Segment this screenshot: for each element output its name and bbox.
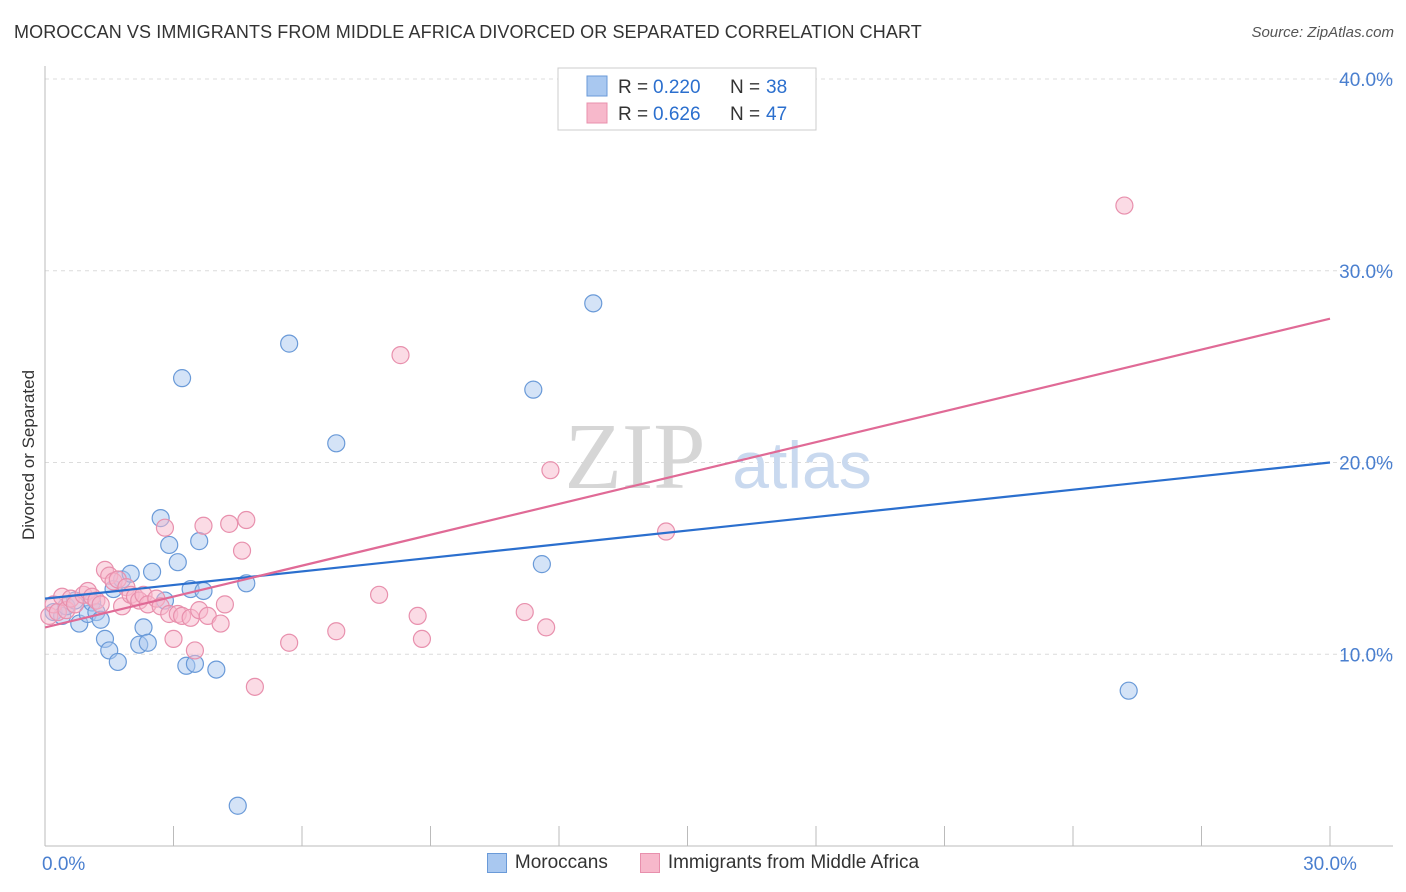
legend-bottom-swatch-moroccans — [486, 853, 507, 873]
legend-r-label-2: R = — [618, 104, 648, 125]
point-middle-africa — [537, 618, 556, 637]
point-middle-africa — [280, 633, 299, 652]
legend-label-moroccans: Moroccans — [514, 852, 608, 873]
point-middle-africa — [185, 641, 205, 660]
point-moroccans — [138, 633, 157, 652]
point-moroccans — [228, 796, 247, 815]
point-middle-africa — [164, 629, 183, 649]
legend-top: R = 0.220 N = 38 R = 0.626 N = 47 — [557, 67, 817, 131]
point-middle-africa — [408, 606, 427, 626]
legend-item-middle-africa: Immigrants from Middle Africa — [639, 852, 920, 874]
point-moroccans — [327, 434, 346, 453]
legend-swatch-middle-africa — [586, 102, 608, 124]
point-middle-africa — [541, 461, 560, 480]
trend-lines — [44, 317, 1331, 629]
point-middle-africa — [412, 629, 432, 649]
point-middle-africa — [91, 595, 110, 614]
trend-line-middle-africa — [44, 317, 1331, 629]
point-moroccans — [524, 380, 543, 399]
point-middle-africa — [232, 541, 252, 560]
point-moroccans — [142, 562, 162, 581]
point-middle-africa — [391, 346, 410, 365]
point-middle-africa — [237, 510, 256, 530]
point-middle-africa — [327, 622, 346, 641]
point-moroccans — [190, 532, 209, 551]
y-tick-label: 20.0% — [1339, 454, 1393, 475]
y-tick-label: 10.0% — [1339, 645, 1393, 666]
axes — [44, 66, 1393, 847]
point-moroccans — [532, 555, 551, 574]
watermark-atlas: atlas — [732, 428, 871, 502]
source-label: Source: ZipAtlas.com — [1251, 24, 1394, 41]
point-moroccans — [1119, 681, 1138, 700]
legend-r-value-1: 0.220 — [653, 77, 701, 98]
y-tick-label: 30.0% — [1339, 262, 1393, 283]
legend-n-label-2: N = — [730, 104, 760, 125]
legend-bottom-swatch-middle-africa — [639, 853, 660, 873]
point-moroccans — [172, 369, 192, 388]
point-moroccans — [160, 535, 179, 555]
point-middle-africa — [211, 614, 230, 633]
tick-labels: 10.0% 20.0% 30.0% 40.0% 0.0% 30.0% — [42, 70, 1393, 875]
legend-n-value-1: 38 — [766, 77, 787, 98]
point-middle-africa — [1115, 196, 1134, 215]
x-tick-label: 0.0% — [42, 854, 85, 875]
point-moroccans — [280, 334, 299, 353]
point-middle-africa — [194, 516, 213, 535]
chart-title: MOROCCAN VS IMMIGRANTS FROM MIDDLE AFRIC… — [14, 22, 922, 42]
watermark-zip: ZIP — [565, 405, 706, 509]
point-middle-africa — [245, 677, 264, 696]
x-tick-label: 30.0% — [1303, 854, 1357, 875]
point-middle-africa — [220, 514, 239, 533]
point-moroccans — [584, 294, 603, 313]
legend-bottom: Moroccans Immigrants from Middle Africa — [0, 852, 1406, 874]
data-points — [40, 196, 1138, 815]
point-moroccans — [207, 660, 226, 679]
point-moroccans — [168, 553, 187, 572]
legend-r-label-1: R = — [618, 77, 648, 98]
point-middle-africa — [370, 585, 389, 604]
legend-item-moroccans: Moroccans — [486, 852, 608, 874]
y-tick-label: 40.0% — [1339, 70, 1393, 91]
point-moroccans — [134, 618, 153, 637]
point-moroccans — [108, 652, 127, 672]
point-middle-africa — [215, 595, 234, 614]
legend-n-label-1: N = — [730, 77, 760, 98]
point-middle-africa — [155, 518, 175, 537]
watermark: ZIP atlas — [565, 405, 872, 509]
legend-label-middle-africa: Immigrants from Middle Africa — [667, 852, 920, 873]
grid — [45, 78, 1393, 655]
point-middle-africa — [515, 602, 534, 622]
legend-swatch-moroccans — [586, 75, 608, 97]
legend-n-value-2: 47 — [766, 104, 787, 125]
y-axis-label: Divorced or Separated — [19, 370, 38, 540]
legend-r-value-2: 0.626 — [653, 104, 701, 125]
